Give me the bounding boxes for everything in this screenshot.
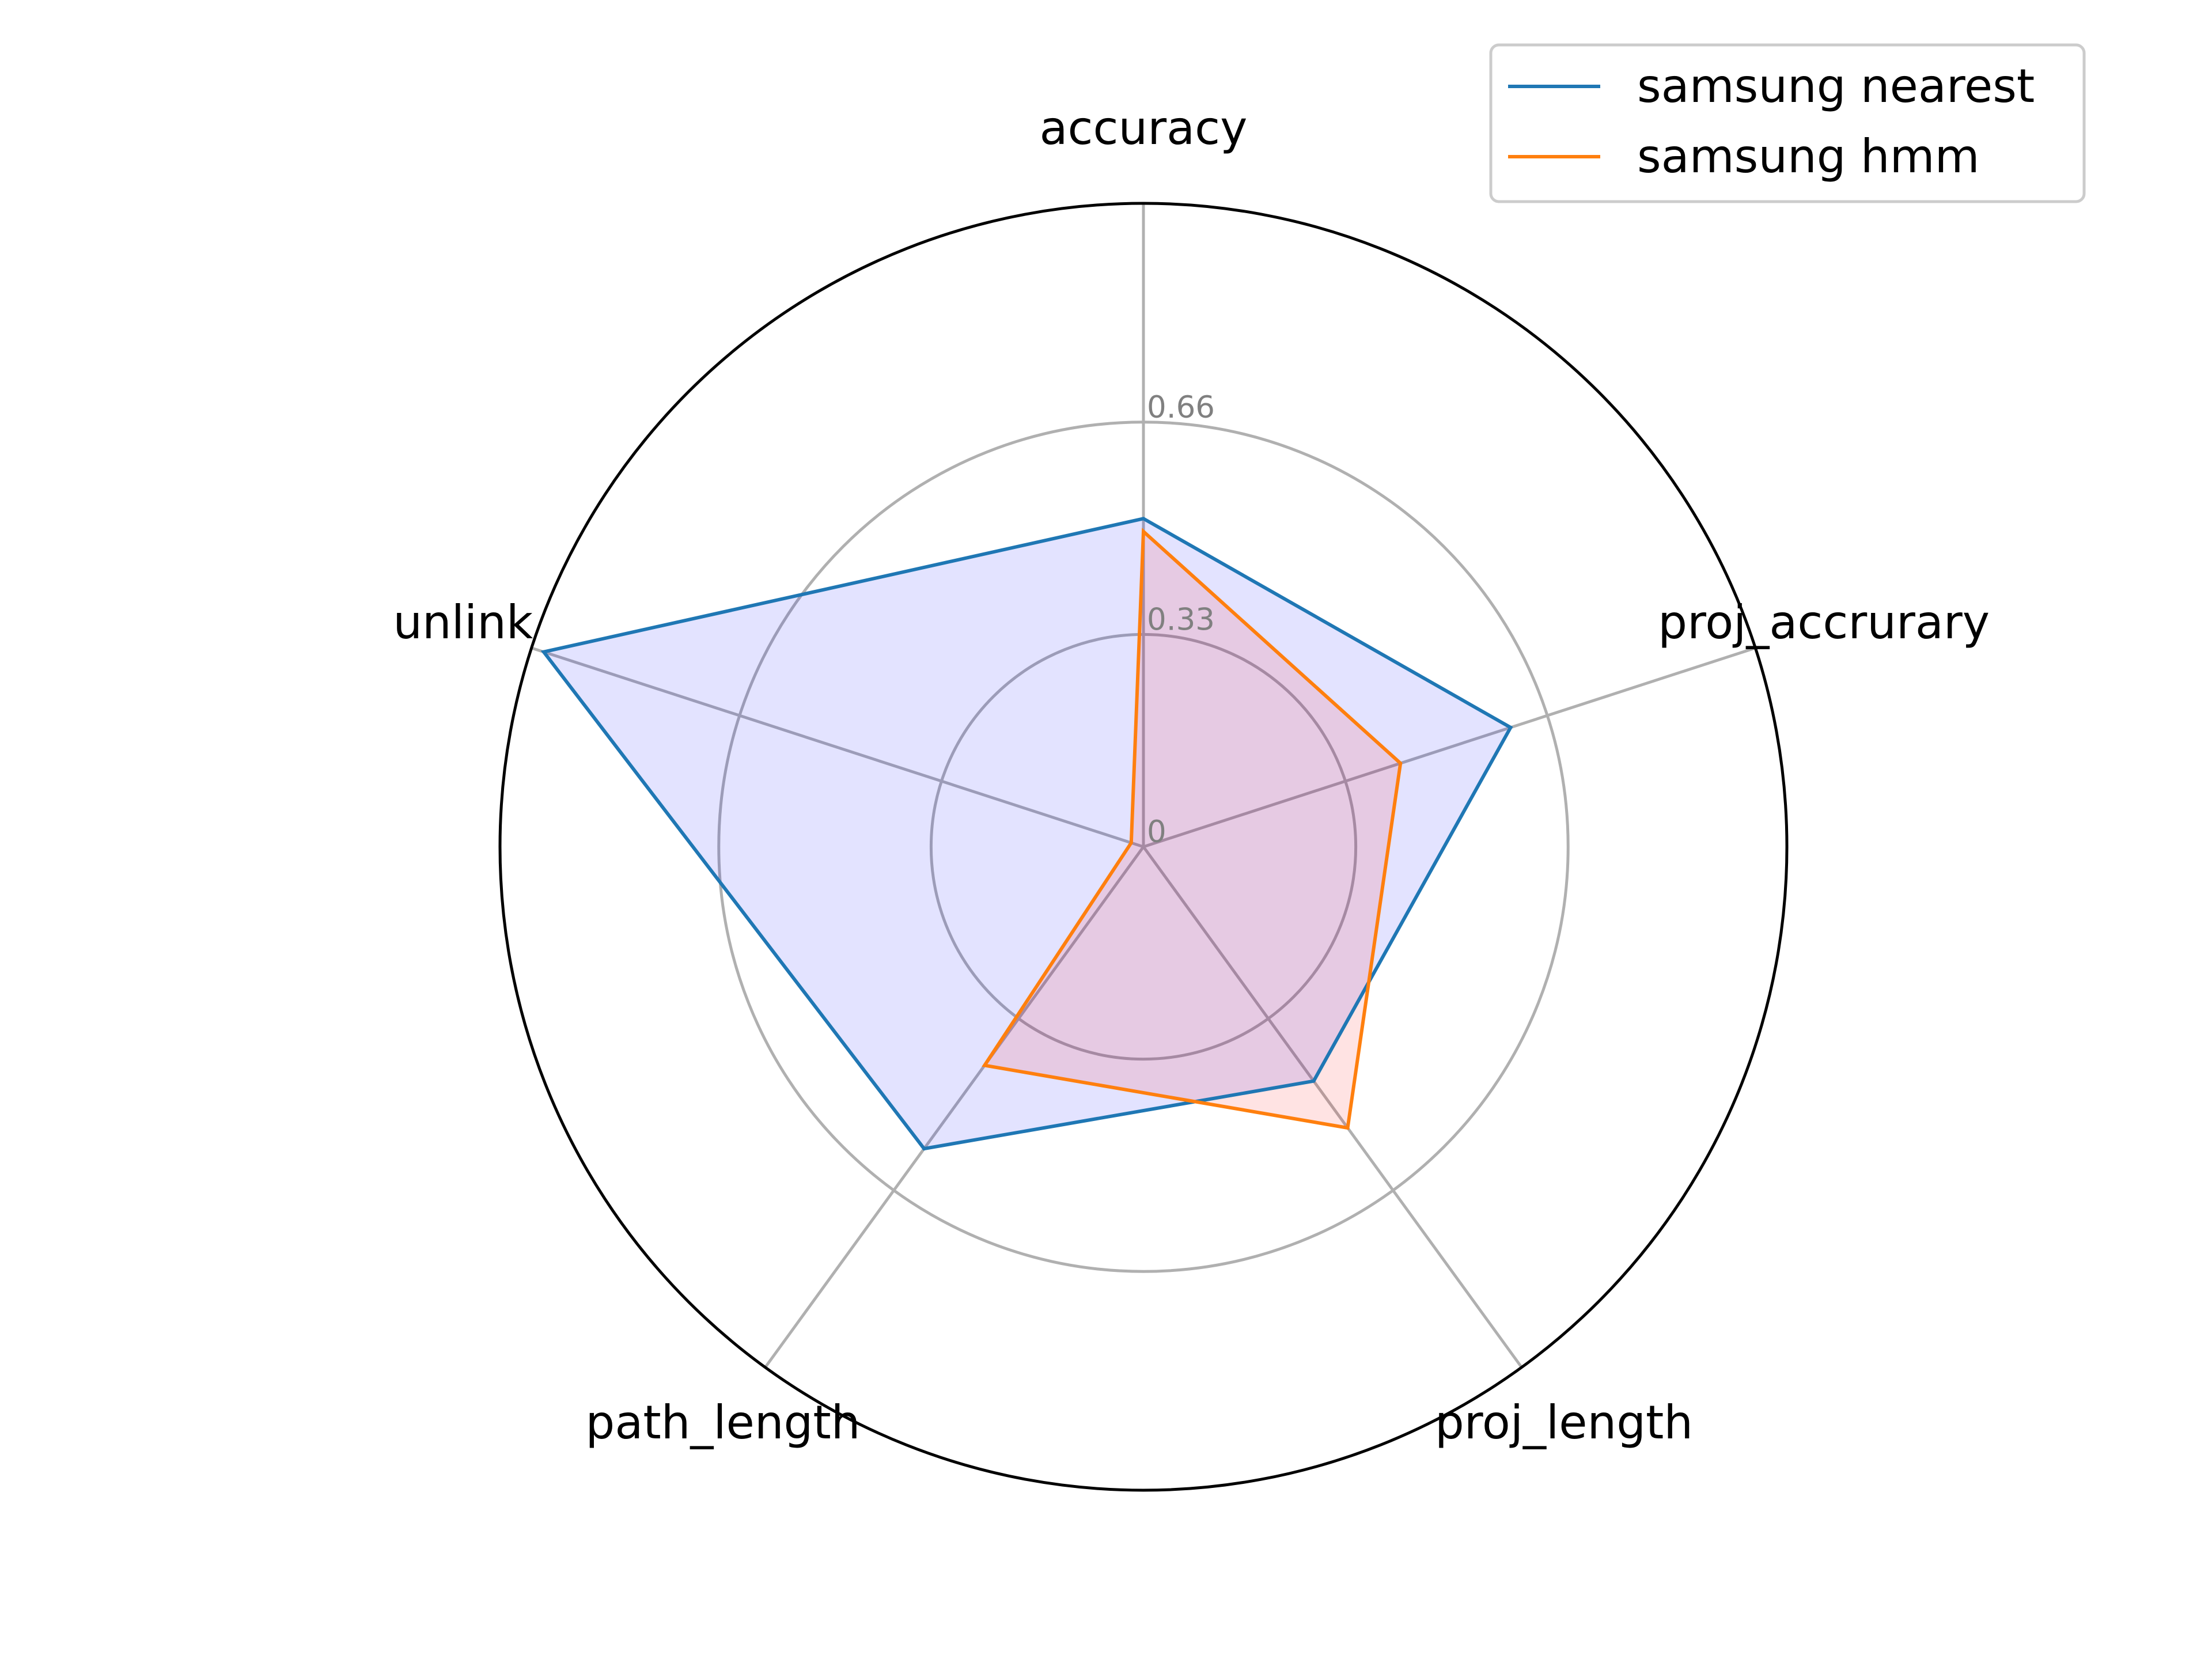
label-layer: 0 0.33 0.66 accuracy proj_accrurary proj_leng… [393, 101, 1990, 1449]
point-samsung-nearest-unlink [541, 650, 546, 654]
point-samsung-hmm-unlink [1129, 841, 1133, 845]
axis-label-accuracy: accuracy [1040, 101, 1248, 155]
rtick-label-2: 0.66 [1147, 390, 1215, 425]
series-layer [540, 517, 1513, 1151]
legend: samsung nearest samsung hmm [1489, 43, 2086, 203]
series-line-samsung-hmm [982, 528, 1403, 1130]
point-samsung-nearest-proj-length [1312, 1079, 1316, 1083]
spoke-unlink [531, 646, 1144, 849]
point-samsung-hmm-path-length [983, 1063, 987, 1067]
axis-label-path-length: path_length [586, 1396, 861, 1449]
outer-frame [498, 202, 1789, 1492]
spoke-path-length [764, 846, 1145, 1369]
grid-layer [498, 202, 1789, 1492]
axis-label-proj-length: proj_length [1435, 1396, 1693, 1449]
point-samsung-hmm-accuracy [1142, 529, 1145, 533]
point-samsung-nearest-accuracy [1142, 517, 1145, 521]
point-samsung-hmm-proj-accrurary [1399, 762, 1403, 766]
series-fill-samsung-nearest [543, 518, 1511, 1149]
axis-label-unlink: unlink [393, 596, 533, 649]
point-samsung-hmm-proj-length [1346, 1126, 1350, 1130]
point-samsung-nearest-proj-accrurary [1509, 725, 1513, 729]
spoke-proj-accrurary [1143, 646, 1756, 849]
rtick-label-0: 0 [1147, 815, 1166, 850]
series-fill-samsung-hmm [984, 531, 1401, 1128]
rtick-label-1: 0.33 [1147, 602, 1215, 637]
axis-label-proj-accrurary: proj_accrurary [1658, 596, 1990, 649]
legend-label-samsung-nearest: samsung nearest [1637, 59, 2035, 113]
legend-frame [1489, 43, 2086, 203]
series-line-samsung-nearest [540, 517, 1513, 1151]
point-samsung-nearest-path-length [922, 1147, 926, 1151]
spoke-proj-length [1142, 846, 1523, 1369]
legend-label-samsung-hmm: samsung hmm [1637, 130, 1980, 183]
